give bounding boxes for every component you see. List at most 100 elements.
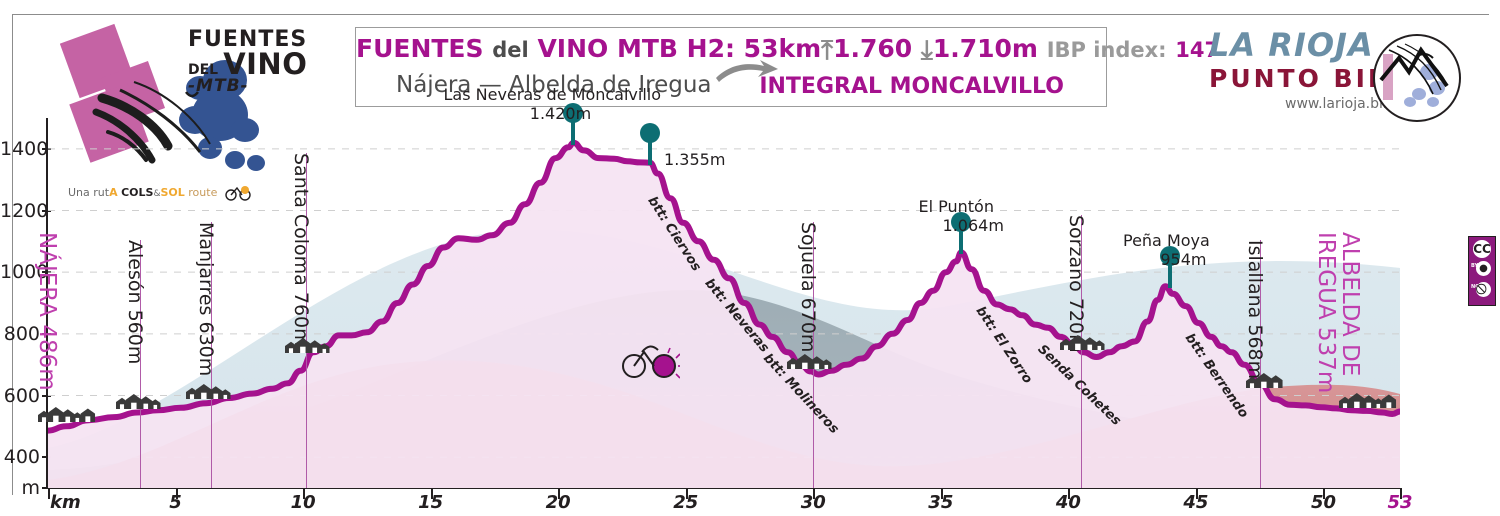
y-axis-tick-label: 1000 (0, 261, 49, 284)
cyclist-sun-icon (225, 186, 251, 201)
summit-pin-stem (571, 112, 576, 145)
ibp-index-label: IBP index: (1046, 38, 1167, 62)
elevation-chart (48, 118, 1400, 488)
town-marker-line (1081, 215, 1083, 488)
cc-by-icon: ● (1476, 261, 1491, 276)
x-axis-tick (1400, 488, 1402, 499)
x-axis-tick-label: km (50, 492, 81, 513)
x-axis-tick-label: 25 (673, 492, 699, 513)
tagline-amp: & (153, 189, 161, 199)
x-axis-tick (1323, 488, 1326, 499)
summit-pin-stem (1168, 256, 1173, 289)
tagline-una-ruta: Una rut (68, 186, 110, 199)
summit-label: Peña Moya 954m (1066, 231, 1266, 269)
tagline-sol: SOL (160, 186, 185, 199)
cc-by-label: BY (1471, 263, 1479, 269)
route-endpoints: Nájera — Albelda de Iregua (396, 72, 712, 98)
summit-label: 1.355m (664, 150, 725, 169)
y-axis-tick-label: 400 (3, 446, 40, 469)
header-ascent: 1.760 (833, 34, 913, 63)
y-axis-tick (42, 271, 51, 274)
elevation-fill (48, 142, 1400, 488)
x-axis-tick (558, 488, 561, 499)
logo-tagline: Una rutA COLS&SOL route (68, 183, 255, 201)
summit-pin-stem (959, 222, 964, 255)
summit-pin-icon[interactable] (563, 102, 584, 123)
x-axis-tick (813, 488, 816, 499)
x-axis-tick (1195, 488, 1198, 499)
y-axis-tick-label: 1200 (0, 199, 49, 222)
village-houses-icon (116, 393, 161, 409)
logo-line-mtb: -MTB- (188, 76, 249, 97)
x-axis-tick-label: 10 (290, 492, 316, 513)
town-marker-line (813, 222, 815, 488)
summit-elevation: 954m (1160, 250, 1207, 270)
y-axis-tick (42, 487, 51, 489)
logo-line-vino: VINO (223, 46, 308, 81)
town-label: ALBELDA DE IREGUA 537m (1312, 232, 1363, 394)
summit-label: El Puntón 1.064m (856, 197, 1056, 235)
logo-line-fuentes: FUENTES (188, 27, 308, 52)
x-axis-tick (48, 488, 50, 499)
town-marker-line (305, 153, 307, 488)
route-nickname: INTEGRAL MONCALVILLO (759, 74, 1064, 99)
logo-right-la-rioja: LA RIOJA (1209, 26, 1374, 64)
summit-pin-icon[interactable] (640, 122, 661, 143)
x-axis-tick (175, 488, 178, 499)
summit-pin-stem (648, 132, 653, 165)
la-rioja-punto-bike-logo: LA RIOJA PUNTO BIKE www.larioja.bike (1185, 22, 1485, 132)
y-axis-tick (42, 147, 51, 150)
arrow-up-icon: ⤒ (821, 35, 834, 66)
x-axis-tick (940, 488, 943, 499)
town-marker-line (1259, 240, 1261, 488)
logo-line-del: DEL (188, 61, 219, 78)
cc-nc-icon: ⃠ (1476, 282, 1491, 297)
village-houses-icon (284, 338, 330, 354)
town-marker-line (211, 222, 213, 488)
direction-arrow-icon (716, 60, 778, 82)
logo-wordmark: FUENTES DEL VINO -MTB- (188, 27, 308, 97)
creative-commons-badge: CC BY ● NC ⃠ (1468, 236, 1496, 306)
summit-name: Las Neveras de Moncalvillo (443, 84, 662, 104)
header-vino-distance: VINO MTB H2: 53km (537, 34, 822, 63)
y-axis-tick (42, 394, 51, 397)
elevation-chart-svg (48, 139, 1400, 488)
summit-elevation: 1.064m (942, 216, 1004, 236)
x-axis-tick-label: 15 (418, 492, 444, 513)
logo-right-emblem-icon (1373, 34, 1461, 122)
x-axis-tick-label: 5 (169, 492, 182, 513)
summit-name: 1.355m (664, 149, 726, 169)
y-axis (46, 118, 48, 488)
town-label: Sojuela 670m (797, 222, 820, 353)
y-axis-unit-label: m (21, 477, 40, 499)
cc-nc-label: NC (1471, 284, 1479, 290)
summit-elevation: 1.420m (529, 103, 592, 123)
town-label: NÁJERA 486m (34, 232, 60, 391)
y-axis-tick-label: 1400 (0, 137, 49, 160)
town-label: Manjarres 630m (195, 222, 218, 377)
summit-pin-icon[interactable] (951, 212, 972, 233)
x-axis-tick-label: 20 (545, 492, 571, 513)
tagline-a: A (109, 186, 118, 199)
header-fuentes: FUENTES (356, 34, 484, 63)
x-axis-tick-label: 35 (928, 492, 954, 513)
x-axis-tick (303, 488, 306, 499)
route-header-box: FUENTES del VINO MTB H2: 53km⤒1.760 ⤓1.7… (355, 27, 1219, 107)
town-marker-line (139, 240, 141, 488)
header-title-line: FUENTES del VINO MTB H2: 53km⤒1.760 ⤓1.7… (356, 34, 1219, 67)
x-axis-tick (1068, 488, 1071, 499)
x-axis-tick-label: 45 (1183, 492, 1209, 513)
village-houses-icon (787, 354, 832, 370)
summit-name: El Puntón (918, 197, 994, 217)
fuentes-del-vino-logo: FUENTES DEL VINO -MTB- Una rutA COLS&SOL… (59, 20, 310, 205)
summit-pin-icon[interactable] (1160, 246, 1181, 267)
x-axis-tick (430, 488, 433, 499)
ibp-index-value: 147 (1175, 38, 1220, 62)
village-houses-icon (1246, 373, 1283, 389)
y-axis-tick (42, 332, 51, 335)
x-axis-tick-label: 50 (1310, 492, 1336, 513)
village-houses-icon (1060, 335, 1105, 351)
summit-label: Las Neveras de Moncalvillo 1.420m (443, 84, 662, 123)
x-axis-tick-label: 40 (1055, 492, 1081, 513)
